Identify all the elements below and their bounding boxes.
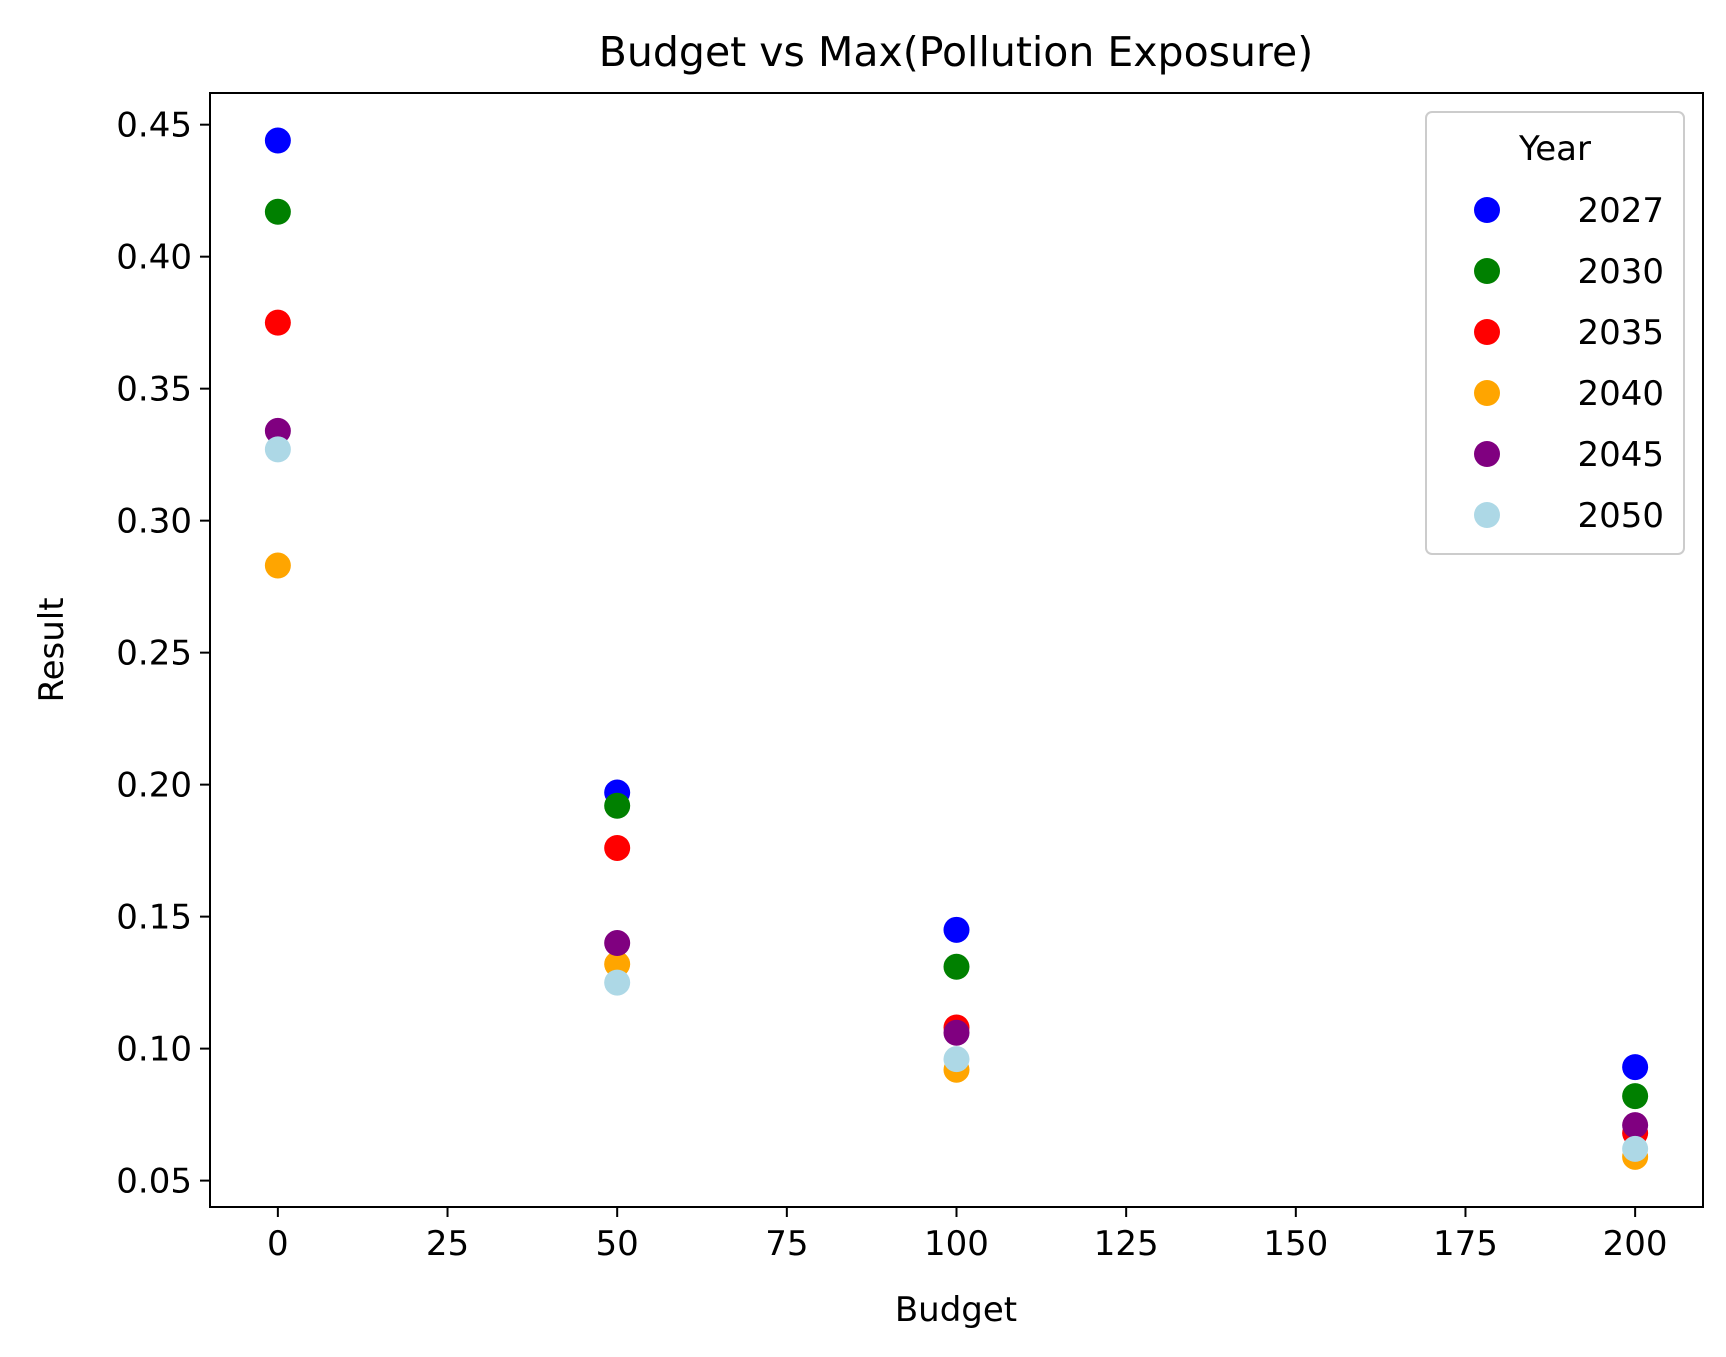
point-2045: [264, 417, 291, 444]
legend-marker: [1474, 197, 1500, 223]
y-axis: 0.05 0.10 0.15 0.20 0.25 0.30 0.35 0.40 0.45: [116, 106, 210, 1202]
x-tick-label: 175: [1433, 1224, 1498, 1264]
point-2050: [943, 1046, 970, 1073]
y-tick-label: 0.05: [116, 1162, 192, 1202]
point-2035: [264, 309, 291, 336]
x-axis-label: Budget: [895, 1290, 1017, 1330]
point-2027: [264, 127, 291, 154]
legend-marker: [1474, 380, 1500, 406]
y-tick-label: 0.25: [116, 634, 192, 674]
y-axis-label: Result: [32, 597, 72, 702]
point-2050: [1622, 1135, 1649, 1162]
y-tick-label: 0.30: [116, 502, 192, 542]
point-2040: [604, 951, 631, 978]
point-2027: [1622, 1054, 1649, 1081]
x-tick-label: 200: [1603, 1224, 1668, 1264]
legend-marker: [1474, 502, 1500, 528]
legend-marker: [1474, 319, 1500, 345]
y-tick-label: 0.45: [116, 106, 192, 146]
y-tick-label: 0.35: [116, 370, 192, 410]
x-tick-label: 0: [267, 1224, 289, 1264]
legend-label: 2050: [1577, 496, 1664, 536]
legend-label: 2027: [1577, 191, 1664, 231]
x-tick-label: 125: [1094, 1224, 1159, 1264]
legend-items: 2027 2030 2035 2040 2045 2050: [1474, 191, 1664, 536]
legend: Year 2027 2030 2035 2040 2045 2050: [1425, 111, 1685, 555]
legend-marker: [1474, 258, 1500, 284]
legend-label: 2045: [1577, 435, 1664, 475]
point-2040: [264, 552, 291, 579]
legend-title: Year: [1518, 129, 1591, 169]
x-tick-label: 25: [426, 1224, 469, 1264]
legend-label: 2035: [1577, 313, 1664, 353]
point-2050: [264, 436, 291, 463]
point-2030: [604, 792, 631, 819]
legend-marker: [1474, 441, 1500, 467]
x-tick-label: 100: [924, 1224, 989, 1264]
y-tick-label: 0.20: [116, 766, 192, 806]
point-2030: [264, 198, 291, 225]
y-tick-label: 0.15: [116, 898, 192, 938]
point-2050: [604, 969, 631, 996]
x-tick-label: 50: [596, 1224, 639, 1264]
point-2030: [943, 953, 970, 980]
chart-title: Budget vs Max(Pollution Exposure): [599, 28, 1313, 76]
point-2045: [604, 930, 631, 957]
legend-label: 2030: [1577, 252, 1664, 292]
x-tick-label: 75: [765, 1224, 808, 1264]
point-2045: [943, 1019, 970, 1046]
point-2035: [604, 834, 631, 861]
y-tick-label: 0.10: [116, 1030, 192, 1070]
x-tick-label: 150: [1263, 1224, 1328, 1264]
point-2030: [1622, 1083, 1649, 1110]
point-2045: [1622, 1112, 1649, 1139]
y-tick-label: 0.40: [116, 238, 192, 278]
x-axis: 0 25 50 75 100 125 150 175 200: [267, 1207, 1668, 1264]
data-points: [264, 127, 1649, 1170]
point-2027: [943, 916, 970, 943]
legend-label: 2040: [1577, 374, 1664, 414]
